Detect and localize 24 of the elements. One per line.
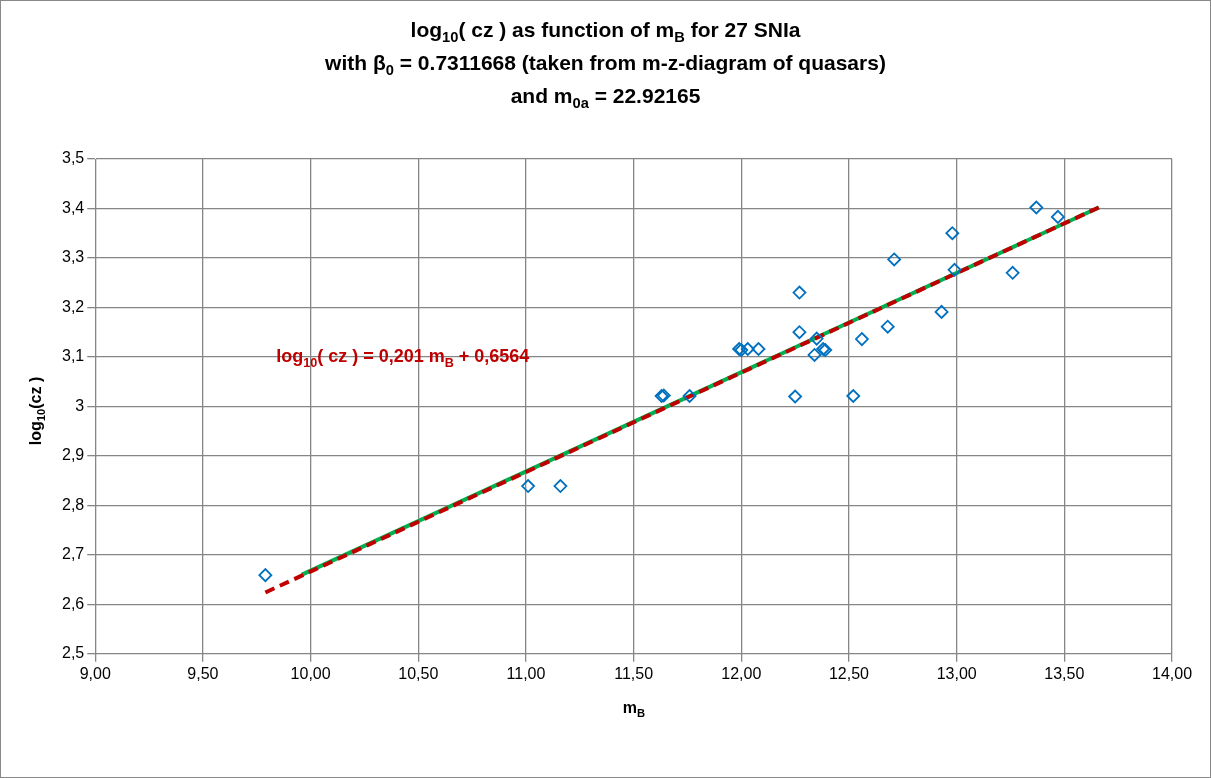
y-tick-label: 2,8 bbox=[61, 495, 85, 513]
x-tick-label: 11,00 bbox=[506, 664, 546, 682]
y-tick-label: 2,5 bbox=[61, 644, 85, 662]
x-tick-label: 9,00 bbox=[79, 664, 111, 682]
y-tick-label: 2,6 bbox=[61, 594, 85, 612]
x-tick-label: 11,50 bbox=[614, 664, 654, 682]
x-tick-label: 12,50 bbox=[828, 664, 870, 682]
y-tick-label: 2,9 bbox=[61, 446, 85, 464]
x-tick-label: 10,50 bbox=[398, 664, 439, 682]
y-tick-label: 3,5 bbox=[61, 149, 85, 167]
x-tick-label: 13,00 bbox=[936, 664, 977, 682]
x-tick-label: 10,00 bbox=[290, 664, 331, 682]
y-tick-label: 3,2 bbox=[61, 297, 85, 315]
chart-title: log$_{10}$( cz ) as function of m$_{B}$ for 27 SNIa with β$_{0}$ = 0.7311668 (taken from m-z-diagram of quasars) and m$_{0a}$ = 22.92165 bbox=[325, 18, 886, 112]
x-tick-label: 9,50 bbox=[187, 664, 219, 682]
y-tick-label: 3,1 bbox=[61, 347, 85, 365]
y-tick-label: 3,3 bbox=[61, 248, 85, 266]
y-tick-label: 2,7 bbox=[61, 545, 85, 563]
x-axis-title: m$_{B}$ bbox=[622, 699, 646, 720]
y-tick-label: 3 bbox=[75, 396, 85, 414]
x-tick-label: 12,00 bbox=[721, 664, 762, 682]
y-tick-label: 3,4 bbox=[61, 198, 85, 216]
x-tick-label: 13,50 bbox=[1044, 664, 1085, 682]
x-tick-label: 14,00 bbox=[1151, 664, 1193, 682]
